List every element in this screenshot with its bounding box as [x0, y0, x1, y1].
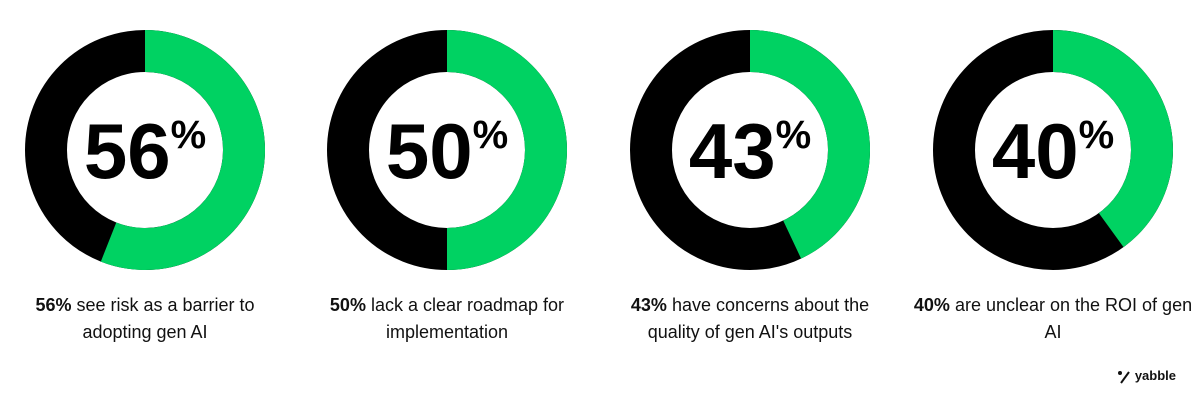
center-unit: % [776, 113, 812, 157]
center-label: 56% [84, 107, 206, 195]
logo: yabble [1117, 368, 1176, 384]
caption: 50% lack a clear roadmap for implementat… [307, 292, 587, 346]
caption-value: 40% [913, 295, 950, 315]
caption: 43% have concerns about the quality of g… [610, 292, 890, 346]
caption-value: 50% [329, 295, 366, 315]
donut-segment [750, 30, 870, 259]
center-label: 40% [992, 107, 1114, 195]
caption-text: are unclear on the ROI of gen AI [954, 295, 1193, 342]
donut-segment [1053, 30, 1173, 248]
caption-value: 43% [630, 295, 667, 315]
donut-segment [447, 30, 567, 270]
center-number: 50 [386, 107, 473, 195]
center-unit: % [1079, 113, 1115, 157]
center-number: 40 [992, 107, 1079, 195]
donut-segment [100, 30, 266, 270]
caption-text: see risk as a barrier to adopting gen AI [76, 295, 255, 342]
center-number: 43 [689, 107, 776, 195]
caption: 56% see risk as a barrier to adopting ge… [5, 292, 285, 346]
center-label: 43% [689, 107, 811, 195]
center-unit: % [473, 113, 509, 157]
caption-text: lack a clear roadmap for implementation [370, 295, 565, 342]
caption-value: 56% [35, 295, 72, 315]
caption: 40% are unclear on the ROI of gen AI [913, 292, 1193, 346]
center-number: 56 [84, 107, 171, 195]
center-unit: % [171, 113, 207, 157]
center-label: 50% [386, 107, 508, 195]
logo-icon [1118, 371, 1130, 384]
logo-text: yabble [1134, 368, 1176, 384]
caption-text: have concerns about the quality of gen A… [647, 295, 870, 342]
